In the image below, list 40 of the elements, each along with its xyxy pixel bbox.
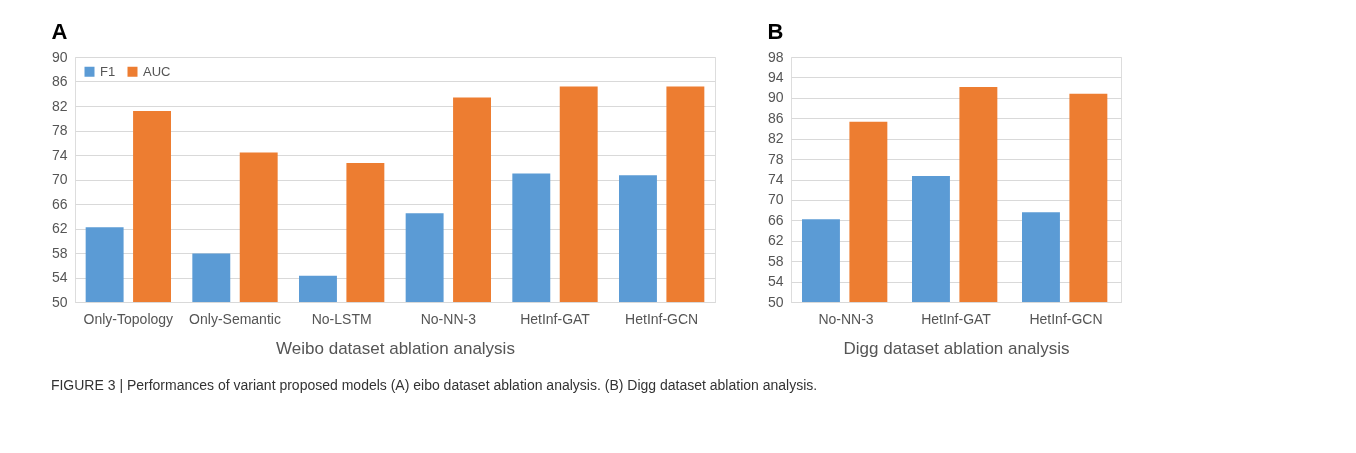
y-tick-label: 70 (51, 171, 68, 187)
y-tick-label: 78 (51, 122, 68, 138)
x-axis-title: Weibo dataset ablation analysis (276, 338, 515, 358)
y-tick-label: 50 (51, 293, 68, 310)
y-tick-label: 54 (51, 269, 68, 285)
x-axis-title: Digg dataset ablation analysis (843, 338, 1070, 358)
y-tick-label: 90 (51, 48, 68, 65)
legend-label: AUC (143, 63, 171, 79)
y-tick-label: 66 (51, 195, 68, 212)
x-tick-label: No-NN-3 (420, 310, 477, 327)
y-tick-label: 86 (767, 109, 784, 126)
y-tick-label: 62 (51, 220, 68, 236)
y-tick-label: 94 (767, 68, 784, 85)
y-tick-label: 62 (767, 232, 784, 249)
chart-title: B (767, 19, 784, 44)
x-tick-label: HetInf-GAT (520, 310, 591, 327)
x-tick-label: Only-Topology (83, 310, 174, 327)
y-tick-label: 54 (767, 273, 784, 290)
y-tick-label: 70 (767, 191, 784, 208)
y-tick-label: 58 (51, 244, 68, 261)
y-tick-label: 86 (51, 73, 68, 89)
y-tick-label: 98 (767, 48, 784, 65)
x-tick-label: HetInf-GAT (921, 310, 992, 327)
y-tick-label: 74 (51, 146, 68, 163)
caption: FIGURE 3 | Performances of variant proposed models (A) eibo dataset ablation analysis. (B) Digg dataset ablation analysis. (50, 376, 818, 393)
x-tick-label: No-NN-3 (818, 310, 874, 327)
x-tick-label: Only-Semantic (189, 310, 281, 327)
y-tick-label: 78 (767, 150, 784, 167)
x-tick-label: HetInf-GCN (625, 310, 699, 327)
y-tick-label: 50 (767, 293, 784, 310)
chart-title: A (51, 19, 68, 44)
y-tick-label: 90 (767, 89, 784, 106)
y-tick-label: 82 (767, 130, 784, 147)
y-tick-label: 74 (767, 171, 784, 187)
y-tick-label: 58 (767, 252, 784, 269)
x-tick-label: No-LSTM (311, 310, 372, 327)
y-tick-label: 66 (767, 211, 784, 228)
x-tick-label: HetInf-GCN (1029, 310, 1103, 327)
y-tick-label: 82 (51, 97, 68, 114)
legend-label: F1 (100, 63, 116, 79)
